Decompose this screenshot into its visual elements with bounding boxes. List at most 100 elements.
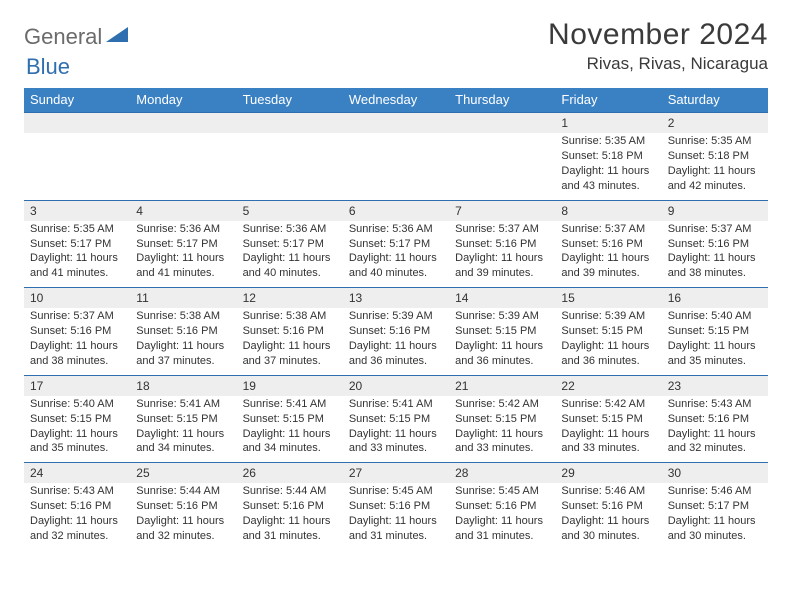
daylight-text-2: and 36 minutes. — [561, 354, 655, 369]
sunrise-text: Sunrise: 5:39 AM — [455, 309, 549, 324]
calendar-day-cell: 11Sunrise: 5:38 AMSunset: 5:16 PMDayligh… — [130, 288, 236, 376]
daylight-text-1: Daylight: 11 hours — [561, 514, 655, 529]
sunset-text: Sunset: 5:16 PM — [561, 237, 655, 252]
sunrise-text: Sunrise: 5:41 AM — [243, 397, 337, 412]
weekday-header: Friday — [555, 88, 661, 113]
day-number: 16 — [662, 288, 768, 308]
calendar-day-cell: 28Sunrise: 5:45 AMSunset: 5:16 PMDayligh… — [449, 463, 555, 550]
daylight-text-1: Daylight: 11 hours — [668, 164, 762, 179]
location-text: Rivas, Rivas, Nicaragua — [548, 54, 768, 74]
sunset-text: Sunset: 5:15 PM — [349, 412, 443, 427]
sunrise-text: Sunrise: 5:46 AM — [561, 484, 655, 499]
brand-blue: Blue — [26, 54, 70, 79]
daylight-text-1: Daylight: 11 hours — [561, 427, 655, 442]
day-number: 5 — [237, 201, 343, 221]
day-body — [237, 133, 343, 199]
day-number: 21 — [449, 376, 555, 396]
daylight-text-2: and 37 minutes. — [243, 354, 337, 369]
day-number: 27 — [343, 463, 449, 483]
calendar-day-cell: 12Sunrise: 5:38 AMSunset: 5:16 PMDayligh… — [237, 288, 343, 376]
calendar-week-row: 10Sunrise: 5:37 AMSunset: 5:16 PMDayligh… — [24, 288, 768, 376]
day-number: 13 — [343, 288, 449, 308]
day-body: Sunrise: 5:43 AMSunset: 5:16 PMDaylight:… — [662, 396, 768, 462]
calendar-day-cell: 20Sunrise: 5:41 AMSunset: 5:15 PMDayligh… — [343, 375, 449, 463]
daylight-text-1: Daylight: 11 hours — [30, 251, 124, 266]
day-number: 2 — [662, 113, 768, 133]
calendar-week-row: 24Sunrise: 5:43 AMSunset: 5:16 PMDayligh… — [24, 463, 768, 550]
calendar-week-row: 17Sunrise: 5:40 AMSunset: 5:15 PMDayligh… — [24, 375, 768, 463]
sunrise-text: Sunrise: 5:40 AM — [668, 309, 762, 324]
day-body: Sunrise: 5:39 AMSunset: 5:15 PMDaylight:… — [555, 308, 661, 374]
daylight-text-2: and 32 minutes. — [136, 529, 230, 544]
sunset-text: Sunset: 5:17 PM — [136, 237, 230, 252]
day-number: 23 — [662, 376, 768, 396]
sunset-text: Sunset: 5:15 PM — [561, 324, 655, 339]
day-number: 10 — [24, 288, 130, 308]
sunset-text: Sunset: 5:16 PM — [30, 499, 124, 514]
daylight-text-2: and 38 minutes. — [668, 266, 762, 281]
daylight-text-1: Daylight: 11 hours — [561, 251, 655, 266]
daylight-text-2: and 34 minutes. — [136, 441, 230, 456]
calendar-day-cell: 16Sunrise: 5:40 AMSunset: 5:15 PMDayligh… — [662, 288, 768, 376]
title-block: November 2024 Rivas, Rivas, Nicaragua — [548, 18, 768, 74]
sunrise-text: Sunrise: 5:40 AM — [30, 397, 124, 412]
day-number: 9 — [662, 201, 768, 221]
day-body: Sunrise: 5:39 AMSunset: 5:16 PMDaylight:… — [343, 308, 449, 374]
sunrise-text: Sunrise: 5:35 AM — [561, 134, 655, 149]
daylight-text-2: and 41 minutes. — [30, 266, 124, 281]
calendar-day-cell: 8Sunrise: 5:37 AMSunset: 5:16 PMDaylight… — [555, 200, 661, 288]
daylight-text-1: Daylight: 11 hours — [243, 427, 337, 442]
day-number: 24 — [24, 463, 130, 483]
sunrise-text: Sunrise: 5:45 AM — [349, 484, 443, 499]
day-body: Sunrise: 5:42 AMSunset: 5:15 PMDaylight:… — [449, 396, 555, 462]
calendar-day-cell: 5Sunrise: 5:36 AMSunset: 5:17 PMDaylight… — [237, 200, 343, 288]
day-number: 22 — [555, 376, 661, 396]
daylight-text-1: Daylight: 11 hours — [455, 427, 549, 442]
sunset-text: Sunset: 5:16 PM — [30, 324, 124, 339]
day-body: Sunrise: 5:44 AMSunset: 5:16 PMDaylight:… — [237, 483, 343, 549]
calendar-day-cell: 22Sunrise: 5:42 AMSunset: 5:15 PMDayligh… — [555, 375, 661, 463]
daylight-text-1: Daylight: 11 hours — [243, 339, 337, 354]
sunrise-text: Sunrise: 5:42 AM — [561, 397, 655, 412]
calendar-day-cell: 6Sunrise: 5:36 AMSunset: 5:17 PMDaylight… — [343, 200, 449, 288]
calendar-day-cell: 17Sunrise: 5:40 AMSunset: 5:15 PMDayligh… — [24, 375, 130, 463]
sunset-text: Sunset: 5:15 PM — [455, 412, 549, 427]
daylight-text-1: Daylight: 11 hours — [561, 339, 655, 354]
sunset-text: Sunset: 5:16 PM — [455, 237, 549, 252]
calendar-day-cell: 24Sunrise: 5:43 AMSunset: 5:16 PMDayligh… — [24, 463, 130, 550]
daylight-text-2: and 40 minutes. — [349, 266, 443, 281]
sunset-text: Sunset: 5:16 PM — [561, 499, 655, 514]
calendar-day-cell: 23Sunrise: 5:43 AMSunset: 5:16 PMDayligh… — [662, 375, 768, 463]
day-number: 12 — [237, 288, 343, 308]
sunset-text: Sunset: 5:16 PM — [349, 499, 443, 514]
daylight-text-1: Daylight: 11 hours — [30, 339, 124, 354]
sunrise-text: Sunrise: 5:36 AM — [136, 222, 230, 237]
sunrise-text: Sunrise: 5:37 AM — [455, 222, 549, 237]
sunrise-text: Sunrise: 5:37 AM — [30, 309, 124, 324]
calendar-body: 1Sunrise: 5:35 AMSunset: 5:18 PMDaylight… — [24, 113, 768, 550]
day-body: Sunrise: 5:44 AMSunset: 5:16 PMDaylight:… — [130, 483, 236, 549]
day-number: 28 — [449, 463, 555, 483]
sunrise-text: Sunrise: 5:44 AM — [243, 484, 337, 499]
calendar-day-cell: 10Sunrise: 5:37 AMSunset: 5:16 PMDayligh… — [24, 288, 130, 376]
daylight-text-2: and 31 minutes. — [455, 529, 549, 544]
day-body: Sunrise: 5:41 AMSunset: 5:15 PMDaylight:… — [237, 396, 343, 462]
calendar-day-cell: 26Sunrise: 5:44 AMSunset: 5:16 PMDayligh… — [237, 463, 343, 550]
calendar-day-cell: 19Sunrise: 5:41 AMSunset: 5:15 PMDayligh… — [237, 375, 343, 463]
triangle-icon — [106, 24, 128, 47]
day-body: Sunrise: 5:43 AMSunset: 5:16 PMDaylight:… — [24, 483, 130, 549]
weekday-header: Tuesday — [237, 88, 343, 113]
sunrise-text: Sunrise: 5:46 AM — [668, 484, 762, 499]
calendar-day-cell — [237, 113, 343, 201]
day-body: Sunrise: 5:46 AMSunset: 5:16 PMDaylight:… — [555, 483, 661, 549]
day-number — [237, 113, 343, 133]
daylight-text-2: and 33 minutes. — [561, 441, 655, 456]
daylight-text-2: and 38 minutes. — [30, 354, 124, 369]
day-number: 20 — [343, 376, 449, 396]
day-number: 15 — [555, 288, 661, 308]
sunrise-text: Sunrise: 5:42 AM — [455, 397, 549, 412]
daylight-text-2: and 30 minutes. — [668, 529, 762, 544]
calendar-day-cell: 18Sunrise: 5:41 AMSunset: 5:15 PMDayligh… — [130, 375, 236, 463]
sunset-text: Sunset: 5:15 PM — [30, 412, 124, 427]
daylight-text-2: and 33 minutes. — [455, 441, 549, 456]
